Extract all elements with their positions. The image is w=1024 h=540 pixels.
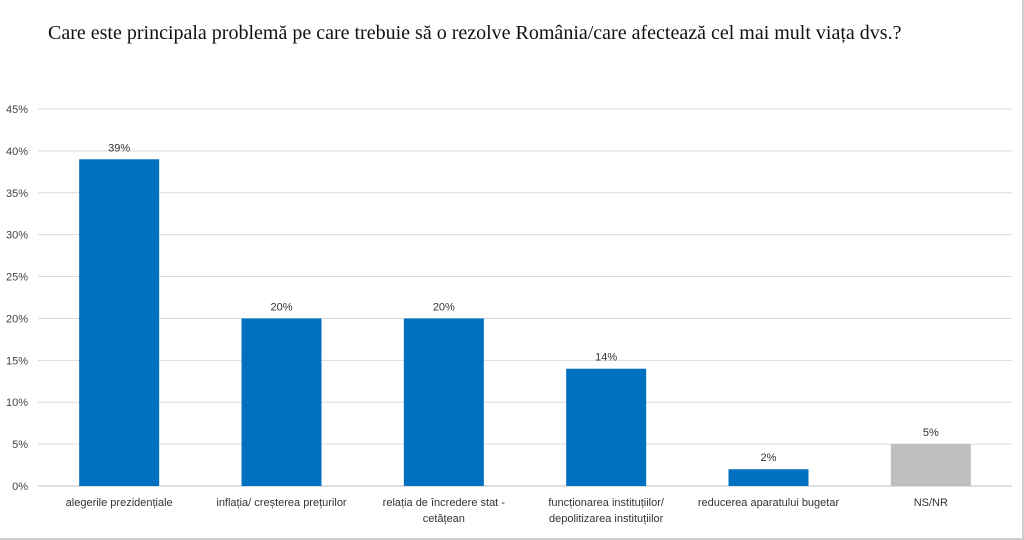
data-label: 39% [108, 142, 130, 154]
chart-title: Care este principala problemă pe care tr… [48, 22, 902, 44]
y-tick-label: 30% [6, 230, 28, 242]
category-label: cetățean [423, 513, 465, 525]
bar [79, 159, 160, 486]
data-label: 20% [433, 301, 455, 313]
y-tick-label: 35% [6, 188, 28, 200]
data-labels: 39% 20% 20% 14% 2% 5% [108, 142, 939, 464]
category-label: reducerea aparatului bugetar [698, 497, 840, 509]
data-label: 2% [761, 452, 777, 464]
x-axis: alegerile prezidențiale inflația/ creșter… [66, 497, 948, 525]
y-tick-label: 0% [12, 481, 28, 493]
bar [241, 318, 322, 486]
bars [79, 159, 971, 486]
category-label: funcționarea instituțiilor/ [548, 497, 665, 509]
bar [566, 368, 647, 486]
category-label: depolitizarea instituțiilor [549, 513, 664, 525]
bar [890, 444, 971, 486]
y-tick-label: 40% [6, 146, 28, 158]
data-label: 14% [595, 352, 617, 364]
y-tick-label: 20% [6, 313, 28, 325]
y-tick-label: 5% [12, 439, 28, 451]
y-tick-label: 15% [6, 355, 28, 367]
y-tick-label: 10% [6, 397, 28, 409]
category-label: alegerile prezidențiale [66, 497, 173, 509]
category-label: relația de încredere stat - [383, 497, 506, 509]
gridlines [38, 108, 1012, 487]
y-axis: 0% 5% 10% 15% 20% 25% 30% 35% 40% 45% [6, 104, 28, 493]
y-tick-label: 45% [6, 104, 28, 116]
category-label: NS/NR [914, 497, 948, 509]
y-tick-label: 25% [6, 272, 28, 284]
data-label: 5% [923, 427, 939, 439]
bar [403, 318, 484, 486]
bar [728, 469, 809, 486]
category-label: inflația/ creșterea prețurilor [216, 497, 347, 509]
data-label: 20% [270, 301, 292, 313]
